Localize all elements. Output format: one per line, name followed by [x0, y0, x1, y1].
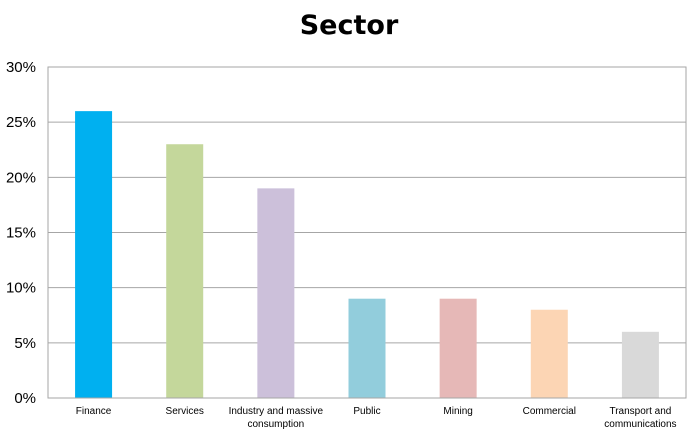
x-tick-label: Industry and massive consumption: [229, 406, 324, 430]
x-tick-label: Public: [353, 406, 380, 417]
x-tick-label-line: Mining: [443, 406, 472, 417]
x-tick-label-line: consumption: [248, 419, 305, 430]
x-tick-label: Finance: [76, 406, 112, 417]
x-tick-label: Transport and communications: [604, 406, 676, 430]
x-tick-label-line: Public: [353, 406, 380, 417]
x-tick-label-line: communications: [604, 419, 676, 430]
bar: [530, 309, 568, 398]
y-tick-label: 0%: [14, 390, 36, 407]
x-tick-label-line: Commercial: [523, 406, 576, 417]
bar: [75, 111, 113, 398]
y-tick-label: 5%: [14, 335, 36, 352]
x-tick-label-line: Transport and: [609, 406, 671, 417]
plot-frame: [47, 66, 687, 399]
y-tick-label: 10%: [6, 280, 36, 297]
bar: [348, 298, 386, 398]
bar: [257, 188, 295, 398]
bar: [439, 298, 477, 398]
plot-border: [47, 66, 687, 399]
x-tick-label: Commercial: [523, 406, 576, 417]
y-axis-ticks: 0% 5% 10% 15% 20% 25% 30%: [6, 59, 36, 407]
y-tick-label: 15%: [6, 225, 36, 242]
x-axis-ticks: Finance Services Industry and massive consu…: [76, 406, 677, 430]
chart-title: Sector: [299, 10, 399, 41]
x-tick-label-line: Finance: [76, 406, 112, 417]
x-tick-label: Mining: [443, 406, 472, 417]
bar: [166, 144, 204, 398]
bar: [621, 331, 659, 398]
x-tick-label-line: Services: [166, 406, 204, 417]
x-tick-label: Services: [166, 406, 204, 417]
y-tick-label: 25%: [6, 114, 36, 131]
y-tick-label: 30%: [6, 59, 36, 76]
y-tick-label: 20%: [6, 169, 36, 186]
x-tick-label-line: Industry and massive: [229, 406, 324, 417]
bars: [75, 111, 659, 398]
